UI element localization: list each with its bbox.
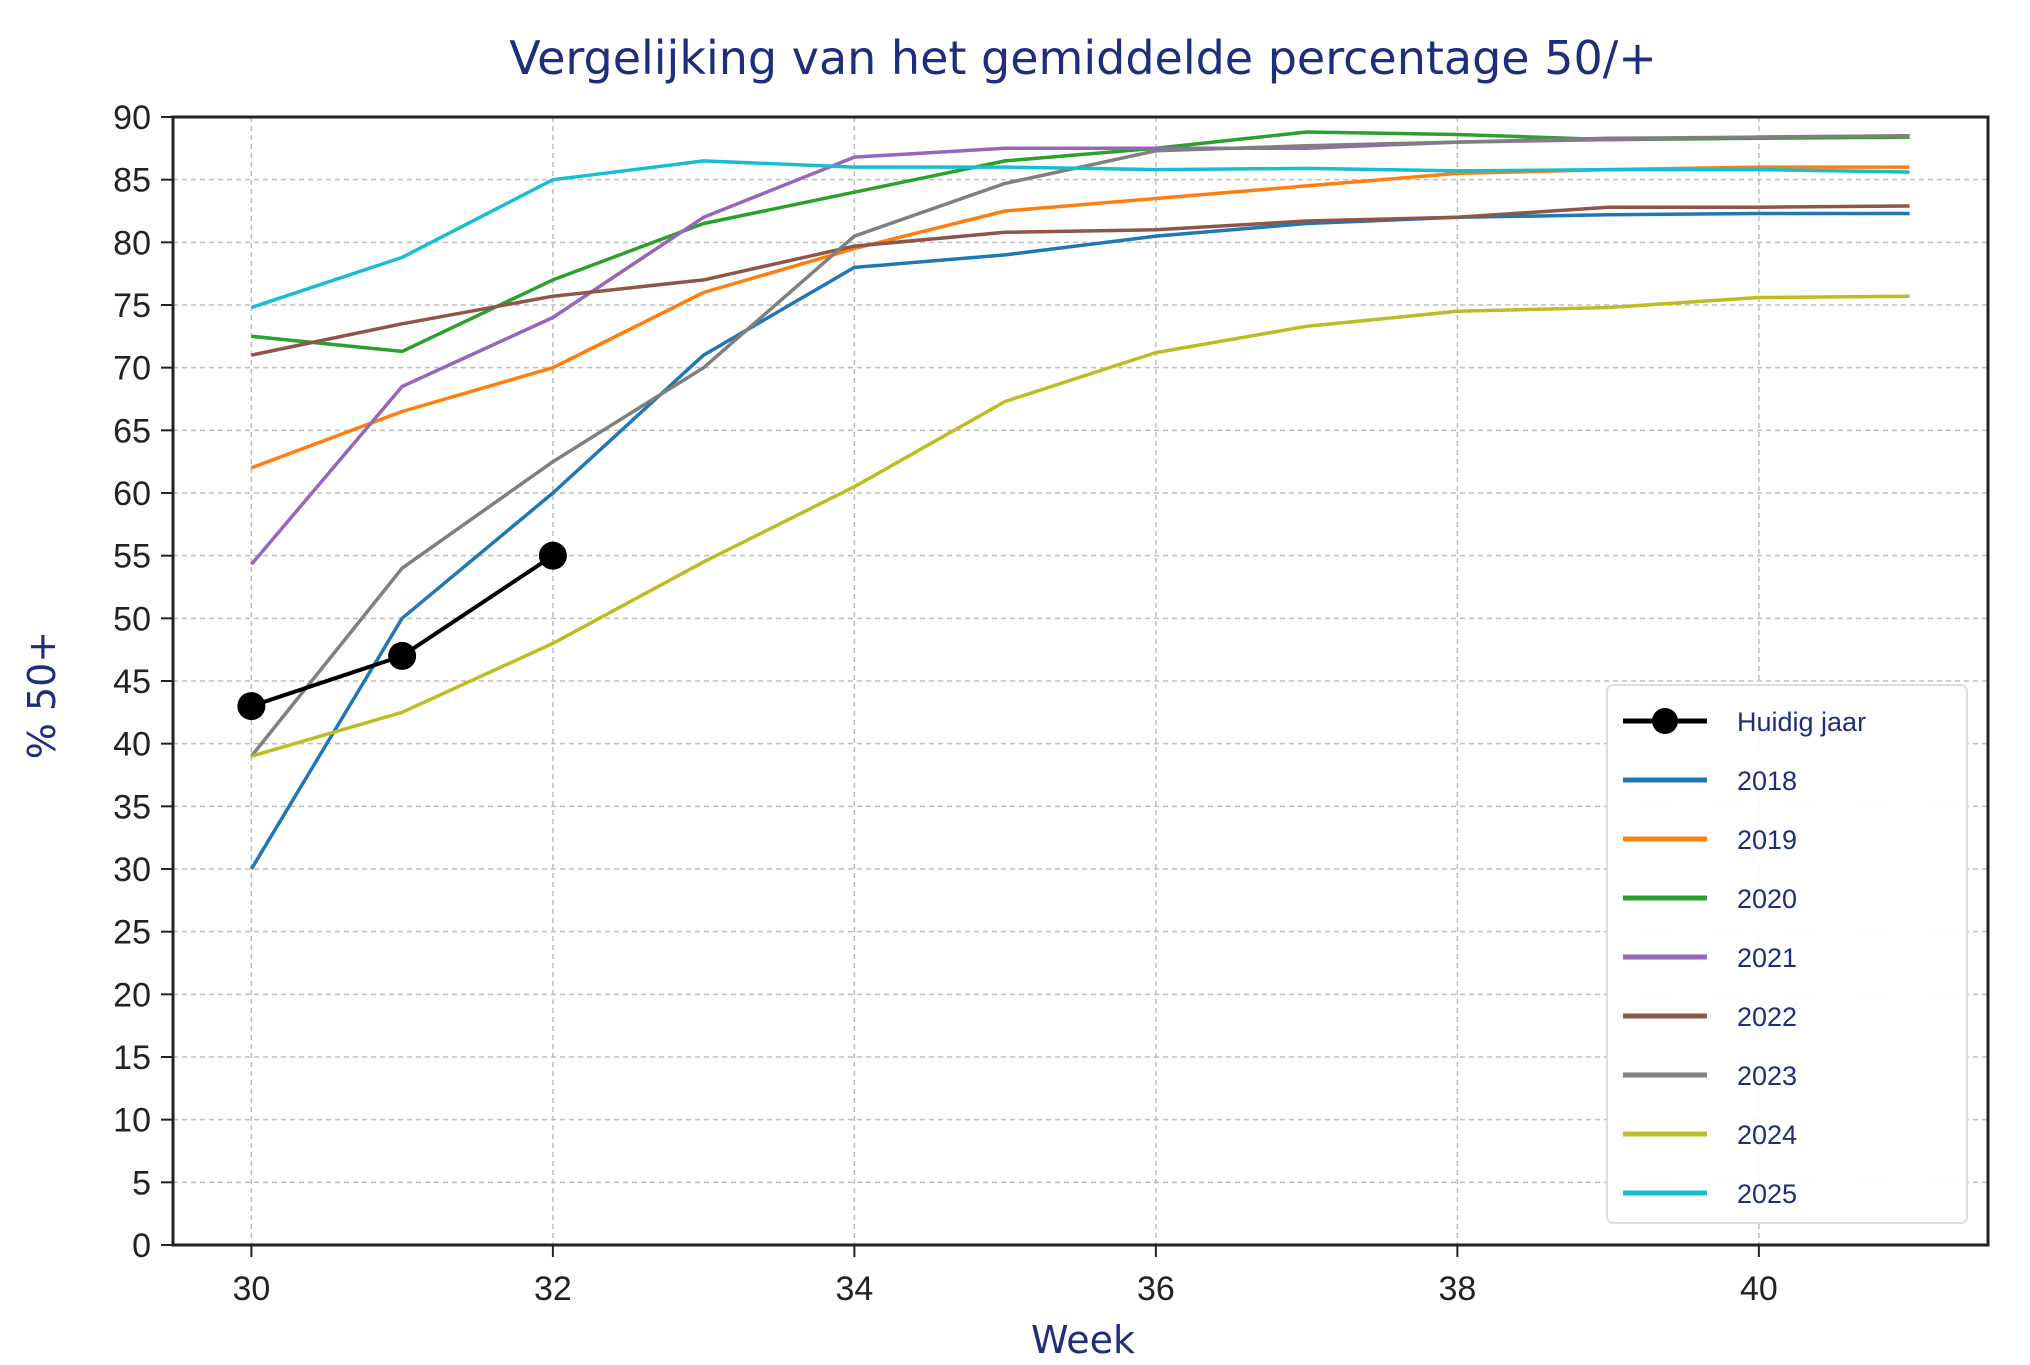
chart-title: Vergelijking van het gemiddelde percenta… [509,31,1657,85]
series-line-2018 [249,211,1910,870]
y-tick-label: 40 [113,726,151,764]
legend-marker [1652,708,1678,734]
y-tick-label: 0 [132,1227,151,1265]
legend-label: 2019 [1737,825,1797,855]
series-line-2019 [250,165,1910,470]
y-tick-label: 80 [113,224,151,262]
x-axis-label: Week [1031,1318,1135,1360]
y-tick-label: 45 [113,663,151,701]
y-tick-label: 85 [113,162,151,200]
legend-label: 2024 [1737,1120,1797,1150]
y-tick-label: 90 [113,99,151,137]
legend-label: Huidig jaar [1737,707,1866,737]
legend-label: 2023 [1737,1061,1797,1091]
data-point [388,641,417,670]
y-tick-label: 15 [113,1039,151,1077]
plot-frame [171,115,1990,1247]
axes: 0 5 10 15 20 25 30 35 40 45 50 55 60 65 70 75 80 85 90 30 32… [113,99,1778,1308]
x-tick-label: 30 [232,1270,270,1308]
y-tick-label: 55 [113,538,151,576]
x-tick-label: 34 [835,1270,873,1308]
x-tick-label: 32 [534,1270,572,1308]
y-tick-label: 10 [113,1102,151,1140]
y-tick-label: 70 [113,350,151,388]
legend-label: 2018 [1737,766,1797,796]
x-tick-label: 36 [1137,1270,1175,1308]
legend-label: 2025 [1737,1179,1797,1209]
y-tick-label: 25 [113,914,151,952]
data-point [237,692,266,721]
y-tick-label: 50 [113,600,151,638]
legend-box [1606,684,1968,1224]
y-tick-label: 30 [113,851,151,889]
legend-label: 2022 [1737,1002,1797,1032]
series-line-2022 [251,204,1910,357]
plot-border [171,115,1990,1247]
y-tick-label: 5 [132,1164,151,1202]
y-tick-label: 60 [113,475,151,513]
x-tick-label: 40 [1740,1270,1778,1308]
y-tick-label: 65 [113,412,151,450]
y-tick-label: 35 [113,788,151,826]
series-line-huidig-jaar [250,554,555,708]
legend-label: 2020 [1737,884,1797,914]
series-line-2025 [250,159,1910,310]
x-tick-label: 38 [1438,1270,1476,1308]
series-line-2023 [250,134,1910,758]
legend: Huidig jaar 2018 2019 2020 2021 2022 2023 2024 2… [1606,684,1968,1224]
series-line-2024 [250,294,1910,758]
legend-label: 2021 [1737,943,1797,973]
y-tick-label: 20 [113,976,151,1014]
data-point [538,541,567,570]
y-tick-label: 75 [113,287,151,325]
series-lines [237,130,1910,870]
y-axis-label: % 50+ [20,631,64,759]
